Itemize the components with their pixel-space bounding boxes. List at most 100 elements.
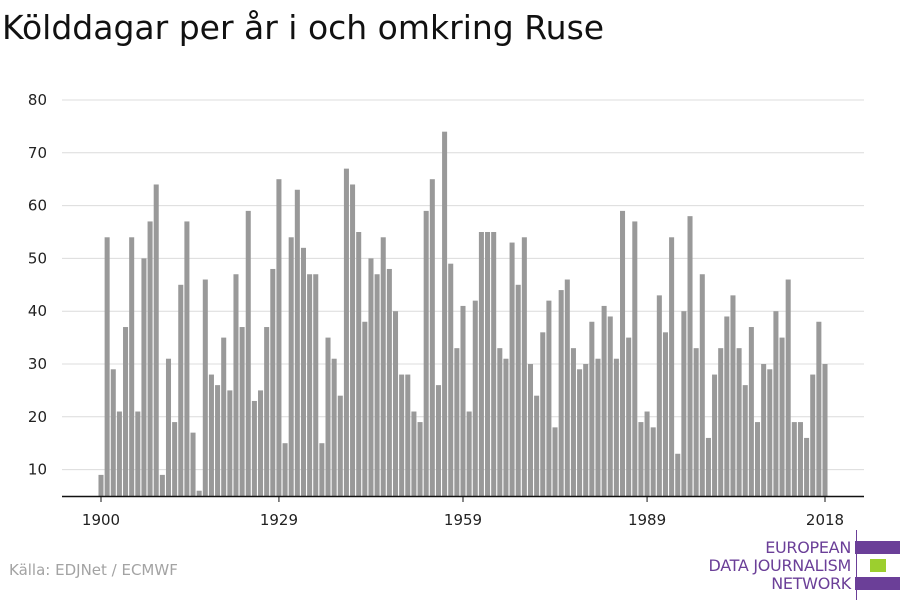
bar-1968	[515, 284, 521, 496]
bar-1930	[282, 443, 288, 496]
y-tick-label: 10	[28, 461, 47, 479]
bar-1933	[300, 247, 306, 496]
bar-1991	[656, 295, 662, 496]
bar-1937	[325, 337, 331, 496]
bar-1908	[147, 221, 153, 496]
bar-2002	[724, 316, 730, 496]
y-tick-label: 80	[28, 91, 47, 109]
bar-2004	[736, 348, 742, 496]
bar-1961	[472, 300, 478, 496]
bar-1901	[104, 237, 110, 496]
bar-1909	[153, 184, 159, 497]
y-tick-label: 30	[28, 355, 47, 373]
bar-1949	[399, 374, 405, 496]
bar-1956	[442, 131, 448, 496]
bar-1906	[135, 411, 141, 496]
bar-1967	[509, 242, 515, 496]
source-note: Källa: EDJNet / ECMWF	[9, 561, 178, 579]
bar-1918	[208, 374, 214, 496]
y-tick-label: 70	[28, 144, 47, 162]
logo-line-data-journalism: DATA JOURNALISM	[708, 556, 852, 575]
bar-1954	[429, 179, 435, 496]
x-tick-label: 2018	[806, 511, 844, 529]
bar-1950	[405, 374, 411, 496]
bar-1966	[503, 358, 509, 496]
bar-2017	[816, 321, 822, 496]
bar-1985	[620, 210, 626, 496]
bar-1928	[270, 268, 276, 496]
bar-1938	[331, 358, 337, 496]
bar-1922	[233, 274, 239, 496]
edjnet-logo[interactable]: EUROPEAN DATA JOURNALISM NETWORK	[700, 530, 900, 600]
bar-2015	[804, 437, 810, 496]
bar-1920	[221, 337, 227, 496]
bar-1999	[705, 437, 711, 496]
bar-1990	[650, 427, 656, 496]
bar-1942	[356, 232, 362, 496]
bar-1953	[423, 210, 429, 496]
bar-1943	[362, 321, 368, 496]
bar-2014	[797, 422, 803, 496]
bar-1955	[435, 385, 441, 496]
y-tick-label: 50	[28, 249, 47, 267]
bar-1921	[227, 390, 233, 496]
bar-2011	[779, 337, 785, 496]
bar-2012	[785, 279, 791, 496]
bar-1972	[540, 332, 546, 496]
bar-2007	[754, 422, 761, 496]
bar-1929	[276, 179, 282, 496]
x-tick-label: 1989	[628, 511, 666, 529]
bar-1926	[258, 390, 264, 496]
bar-1944	[368, 258, 374, 496]
bar-1984	[613, 358, 619, 496]
bar-1983	[607, 316, 613, 496]
bar-1915	[190, 432, 196, 496]
bar-1911	[165, 358, 172, 496]
bar-1939	[337, 395, 343, 496]
bar-1904	[123, 327, 129, 496]
bar-1977	[570, 348, 576, 496]
bar-1914	[184, 221, 190, 496]
bar-1995	[681, 311, 687, 496]
x-tick-label: 1900	[82, 511, 120, 529]
bar-1959	[460, 305, 466, 496]
bar-1988	[638, 422, 644, 496]
logo-bar-bottom	[855, 577, 900, 590]
bar-1996	[687, 216, 693, 496]
bar-1986	[626, 337, 632, 496]
bar-1971	[534, 395, 540, 496]
logo-bar-top	[855, 541, 900, 554]
bar-2009	[767, 369, 773, 496]
bar-1917	[202, 279, 208, 496]
bar-1951	[411, 411, 417, 496]
bar-1992	[662, 332, 668, 496]
x-tick-label: 1929	[260, 511, 298, 529]
bar-2006	[748, 327, 754, 496]
bar-1925	[251, 400, 257, 496]
chart-title: Kölddagar per år i och omkring Ruse	[2, 8, 605, 47]
bar-1997	[693, 348, 699, 496]
bar-1980	[589, 321, 595, 496]
logo-line-network: NETWORK	[771, 574, 851, 593]
bar-1965	[497, 348, 503, 496]
bar-1975	[558, 290, 564, 496]
bar-1935	[313, 274, 319, 496]
logo-bar-middle	[870, 559, 886, 572]
bar-1924	[245, 210, 251, 496]
bar-1998	[699, 274, 705, 496]
bar-1976	[564, 279, 570, 496]
axes: 10 20 30 40 50 60 70 80 1900 1929 1959 1989 2018	[28, 91, 864, 529]
bar-2013	[791, 422, 797, 496]
bar-1936	[319, 443, 325, 496]
bar-1981	[595, 358, 601, 496]
bar-1913	[178, 284, 184, 496]
bar-1979	[583, 364, 589, 496]
bar-1989	[644, 411, 650, 496]
bar-chart: 10 20 30 40 50 60 70 80 1900 1929 1959 1989 2018	[28, 91, 864, 529]
bar-1910	[159, 474, 165, 496]
bar-1919	[215, 385, 221, 496]
bar-1994	[675, 453, 681, 496]
bar-2003	[730, 295, 736, 496]
y-tick-label: 60	[28, 197, 47, 215]
bar-1900	[98, 474, 104, 496]
